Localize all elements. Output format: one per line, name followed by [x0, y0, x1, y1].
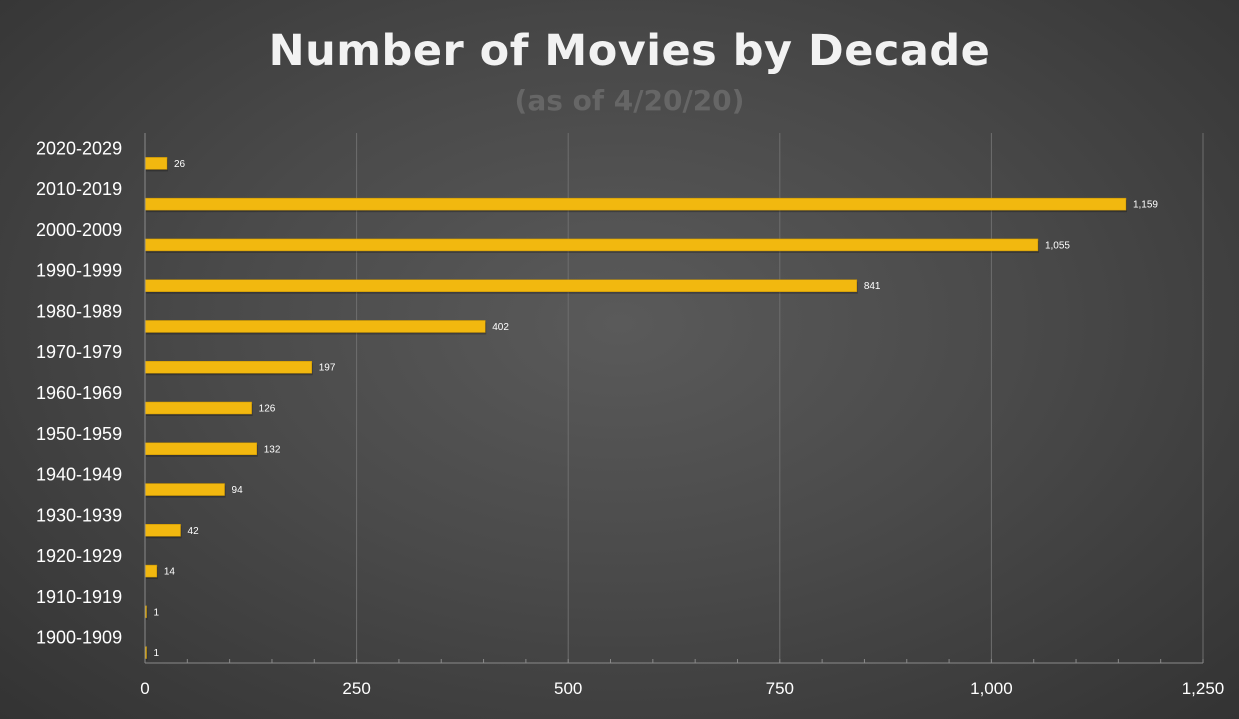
bar	[144, 360, 312, 374]
x-tick-label: 750	[766, 679, 794, 698]
x-tick-label: 250	[342, 679, 370, 698]
x-tick-label: 0	[140, 679, 149, 698]
category-label: 1970-1979	[36, 342, 122, 362]
bar	[144, 401, 252, 415]
data-label: 126	[259, 404, 276, 415]
category-label: 1980-1989	[36, 301, 122, 321]
data-label: 1,055	[1045, 240, 1070, 251]
bar	[144, 320, 486, 333]
category-label: 2000-2009	[36, 220, 122, 240]
bar	[144, 238, 1039, 252]
data-label: 1,159	[1133, 200, 1158, 211]
bar	[144, 483, 225, 496]
bar	[144, 197, 1127, 211]
bar	[144, 157, 168, 170]
category-label: 1950-1959	[36, 424, 122, 444]
chart-subtitle: (as of 4/20/20)	[514, 84, 745, 117]
category-label: 1960-1969	[36, 383, 122, 403]
chart-title: Number of Movies by Decade	[268, 26, 991, 76]
data-label: 94	[232, 485, 244, 496]
bar	[144, 564, 158, 578]
category-label: 1900-1909	[36, 628, 122, 648]
labels: 0 250 500 750 1,000 1,250 2020-2029 26 2010-2019…	[36, 138, 1224, 698]
axes	[144, 133, 1204, 664]
data-label: 1	[154, 607, 160, 618]
data-label: 197	[319, 363, 336, 374]
data-label: 402	[492, 322, 509, 333]
category-label: 1920-1929	[36, 546, 122, 566]
gridlines	[356, 133, 1204, 663]
category-label: 2020-2029	[36, 138, 122, 158]
bar	[144, 442, 257, 456]
category-label: 1990-1999	[36, 261, 122, 281]
bar	[144, 279, 858, 292]
category-label: 1910-1919	[36, 587, 122, 607]
data-label: 14	[164, 567, 176, 578]
category-label: 2010-2019	[36, 179, 122, 199]
data-label: 42	[188, 526, 200, 537]
data-label: 1	[154, 648, 160, 659]
category-label: 1930-1939	[36, 505, 122, 525]
x-tick-label: 1,250	[1182, 679, 1225, 698]
data-label: 132	[264, 444, 281, 455]
bar	[144, 524, 181, 537]
data-label: 841	[864, 281, 881, 292]
x-tick-label: 1,000	[970, 679, 1013, 698]
bars	[144, 157, 1127, 661]
category-label: 1940-1949	[36, 465, 122, 485]
data-label: 26	[174, 159, 186, 170]
x-tick-label: 500	[554, 679, 582, 698]
